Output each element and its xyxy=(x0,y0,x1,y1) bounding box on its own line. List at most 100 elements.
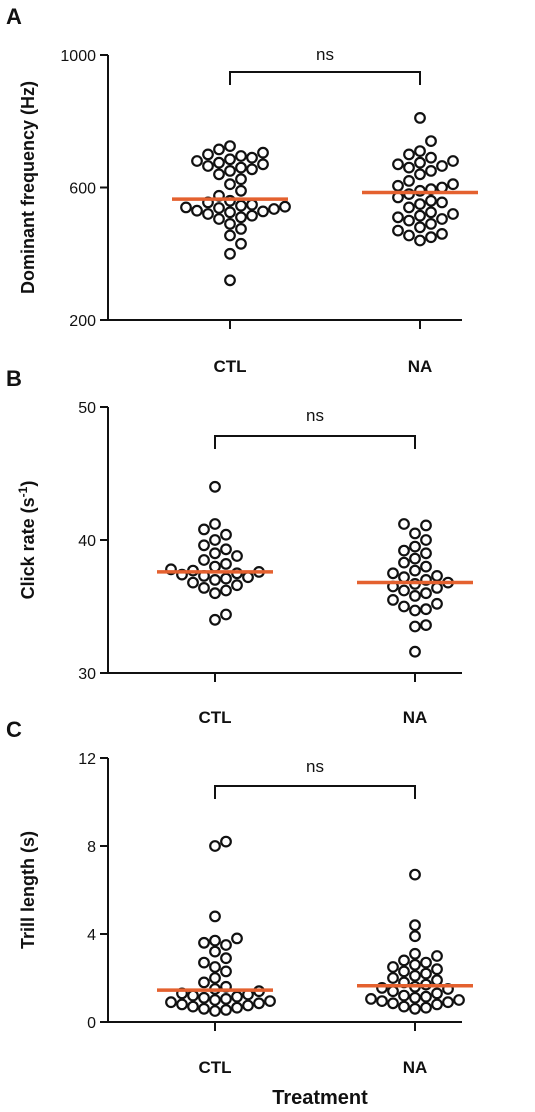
data-point xyxy=(409,868,421,881)
data-point xyxy=(414,221,426,234)
data-point xyxy=(425,135,437,148)
data-point xyxy=(403,174,415,187)
data-point xyxy=(209,840,221,852)
data-point xyxy=(220,584,232,597)
data-point xyxy=(198,956,210,969)
data-point xyxy=(392,158,404,171)
data-point xyxy=(436,227,448,240)
y-tick-label: 1000 xyxy=(60,48,96,65)
data-point xyxy=(224,164,236,177)
data-point xyxy=(235,184,247,197)
significance-bracket xyxy=(214,435,416,449)
data-point xyxy=(231,579,243,592)
data-point xyxy=(414,234,426,247)
data-point xyxy=(403,229,415,242)
data-point xyxy=(398,1000,410,1013)
data-point xyxy=(209,480,221,493)
data-point xyxy=(409,991,421,1004)
data-point xyxy=(420,990,432,1003)
data-point xyxy=(235,173,247,186)
data-point xyxy=(224,217,236,230)
data-point xyxy=(209,910,221,923)
data-point xyxy=(425,151,437,164)
data-point xyxy=(409,930,421,943)
data-point xyxy=(264,995,276,1007)
data-point xyxy=(387,961,399,973)
data-point xyxy=(235,161,247,174)
data-point xyxy=(213,143,225,156)
x-axis-title: Treatment xyxy=(272,1087,368,1109)
data-point xyxy=(231,550,243,562)
panel-letter: C xyxy=(6,717,22,742)
data-point xyxy=(431,963,443,976)
data-point xyxy=(387,997,399,1010)
data-point xyxy=(425,194,437,207)
data-point xyxy=(220,952,232,965)
data-point xyxy=(392,179,404,192)
data-point xyxy=(209,587,221,600)
data-point xyxy=(213,213,225,225)
data-point xyxy=(191,204,203,217)
data-point xyxy=(387,567,399,580)
data-point xyxy=(198,936,210,949)
data-point xyxy=(392,224,404,237)
panel-letter: A xyxy=(6,4,22,29)
data-point xyxy=(253,997,265,1010)
data-point xyxy=(202,208,214,220)
data-point xyxy=(431,950,443,962)
data-point xyxy=(220,835,232,848)
data-point xyxy=(176,998,188,1011)
data-point xyxy=(209,972,221,984)
data-point xyxy=(268,203,280,215)
data-point xyxy=(398,518,410,530)
data-point xyxy=(198,539,210,552)
data-point xyxy=(414,145,426,158)
data-point xyxy=(409,540,421,553)
data-point xyxy=(414,209,426,222)
data-point xyxy=(436,160,448,172)
data-point xyxy=(242,571,254,584)
data-point xyxy=(235,237,247,250)
data-point xyxy=(376,995,388,1007)
y-axis-label: Dominant frequency (Hz) xyxy=(18,81,38,294)
data-point xyxy=(420,547,432,560)
data-point xyxy=(431,582,443,594)
data-point xyxy=(447,155,459,167)
data-point xyxy=(420,534,432,546)
significance-label: ns xyxy=(306,406,324,425)
data-point xyxy=(209,518,221,530)
data-point xyxy=(414,111,426,124)
data-point xyxy=(398,571,410,584)
data-point xyxy=(425,206,437,219)
y-axis-label: Click rate (s-1) xyxy=(16,481,38,600)
data-point xyxy=(246,151,258,164)
data-point xyxy=(431,998,443,1011)
data-point xyxy=(220,993,232,1005)
data-point xyxy=(198,1002,210,1015)
data-point xyxy=(387,985,399,998)
data-point xyxy=(403,214,415,227)
data-point xyxy=(242,999,254,1012)
data-point xyxy=(420,603,432,616)
y-axis-label: Trill length (s) xyxy=(18,831,38,949)
axis-lines xyxy=(107,55,462,321)
panel-b: B Click rate (s-1) 30 40 50 CTL NA ns xyxy=(6,366,473,727)
data-point xyxy=(431,570,443,582)
x-tick-label: NA xyxy=(403,708,428,727)
data-point xyxy=(198,523,210,536)
data-point xyxy=(246,163,258,176)
data-point xyxy=(209,574,221,586)
data-point xyxy=(442,996,454,1009)
data-point xyxy=(187,989,199,1002)
data-point xyxy=(209,560,221,573)
significance-label: ns xyxy=(306,757,324,776)
data-point xyxy=(403,161,415,174)
data-point xyxy=(220,939,232,951)
data-point xyxy=(209,613,221,626)
panel-c: C Trill length (s) 0 4 8 12 CTL NA ns xyxy=(6,717,473,1077)
y-tick-label: 30 xyxy=(78,666,96,683)
data-point xyxy=(224,274,236,287)
data-point xyxy=(403,201,415,214)
x-tick-label: CTL xyxy=(213,357,246,376)
